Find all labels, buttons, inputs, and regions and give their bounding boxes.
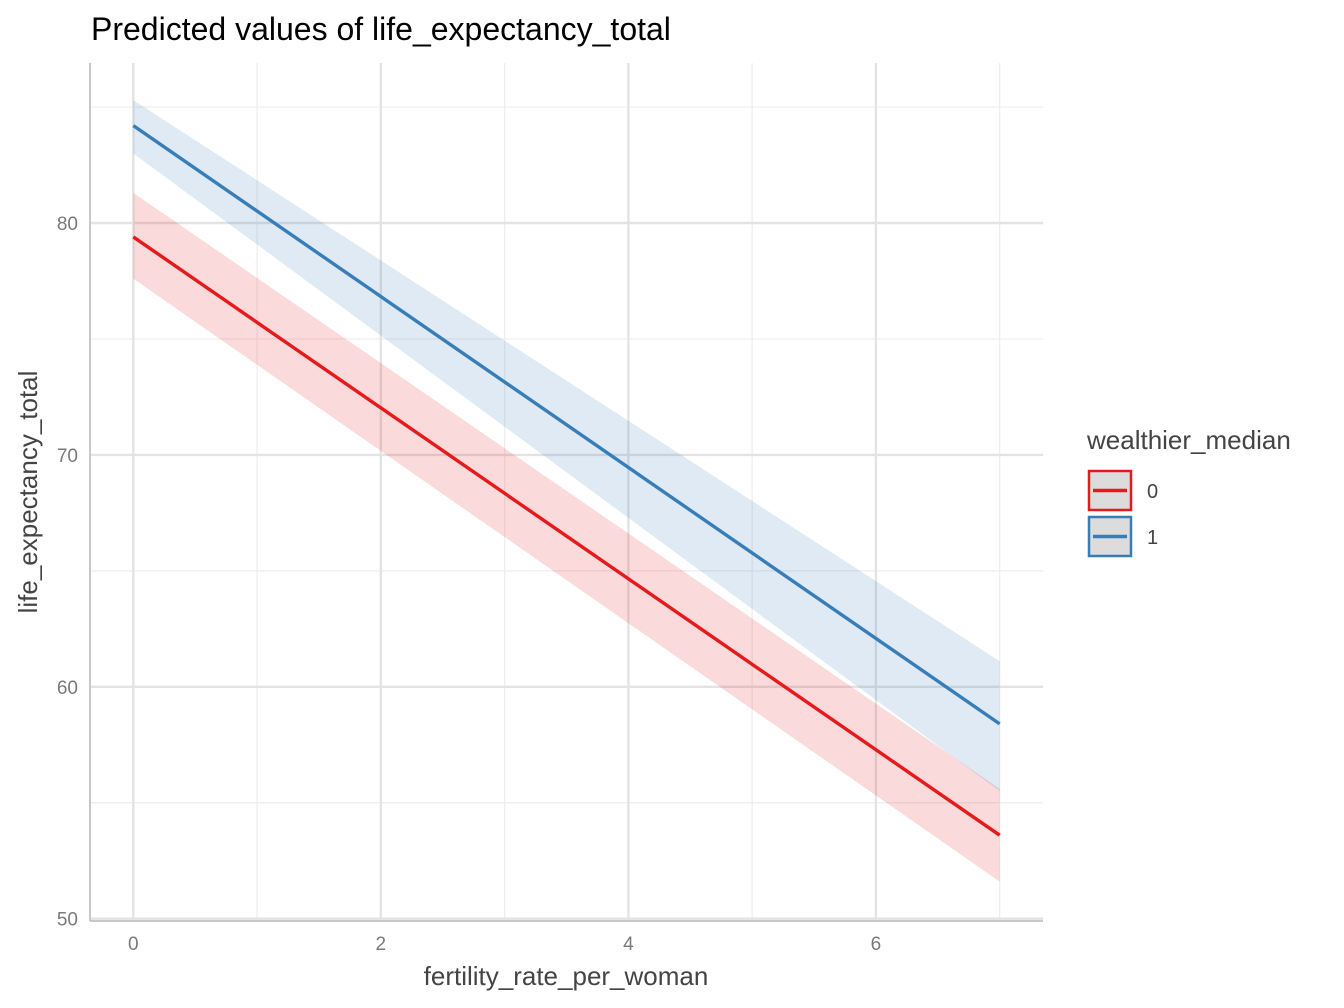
legend-label-0: 0 <box>1147 481 1158 503</box>
y-tick-label: 80 <box>57 214 78 235</box>
chart-title: Predicted values of life_expectancy_tota… <box>91 11 671 47</box>
y-axis-title: life_expectancy_total <box>13 371 43 614</box>
x-tick-label: 2 <box>376 934 387 955</box>
series-lines <box>132 124 1001 837</box>
x-tick-labels: 0 2 4 6 <box>128 934 881 955</box>
x-tick-label: 6 <box>871 934 882 955</box>
x-axis-title: fertility_rate_per_woman <box>424 961 709 991</box>
minor-gridlines <box>90 63 1043 921</box>
x-tick-label: 4 <box>623 934 634 955</box>
confidence-band-1 <box>133 100 1000 792</box>
y-tick-label: 50 <box>57 910 78 931</box>
x-tick-label: 0 <box>128 934 139 955</box>
y-tick-label: 70 <box>57 446 78 467</box>
legend: wealthier_median 0 1 <box>1086 425 1291 558</box>
series-line-1 <box>132 124 1001 726</box>
legend-title: wealthier_median <box>1086 425 1291 455</box>
y-tick-label: 60 <box>57 678 78 699</box>
major-gridlines <box>90 63 1043 921</box>
y-tick-labels: 50 60 70 80 <box>57 214 78 931</box>
series-line-0 <box>132 235 1001 837</box>
legend-label-1: 1 <box>1147 527 1158 549</box>
